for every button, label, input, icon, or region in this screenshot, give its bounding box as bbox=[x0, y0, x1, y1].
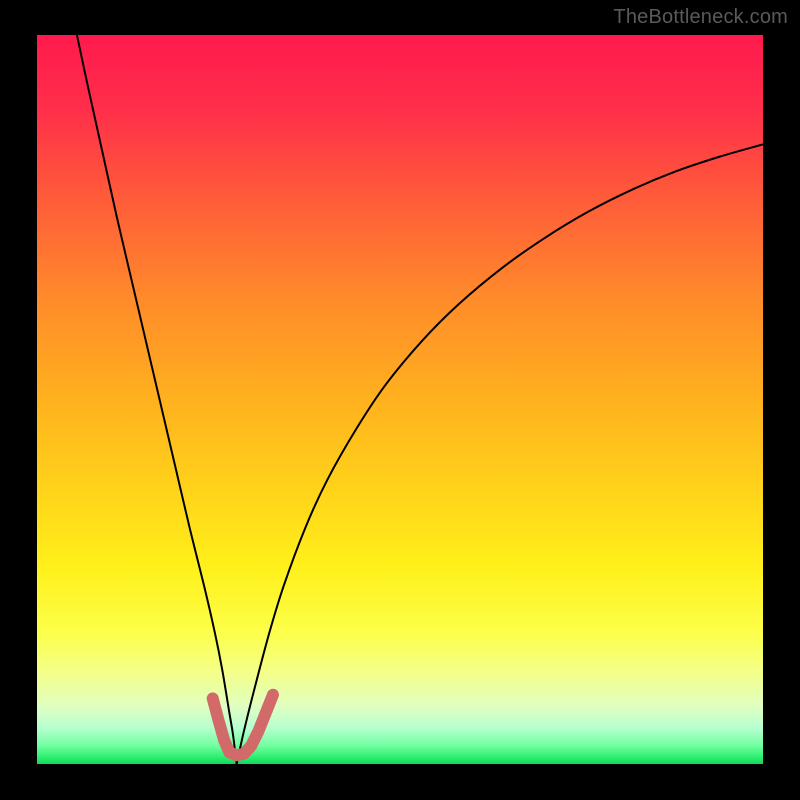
curve-layer bbox=[37, 35, 763, 764]
bottleneck-curve-right bbox=[237, 144, 763, 764]
plot-area bbox=[37, 35, 763, 764]
watermark-text: TheBottleneck.com bbox=[613, 6, 788, 29]
optimal-range-marker bbox=[213, 695, 273, 756]
bottleneck-curve-left bbox=[77, 35, 237, 764]
